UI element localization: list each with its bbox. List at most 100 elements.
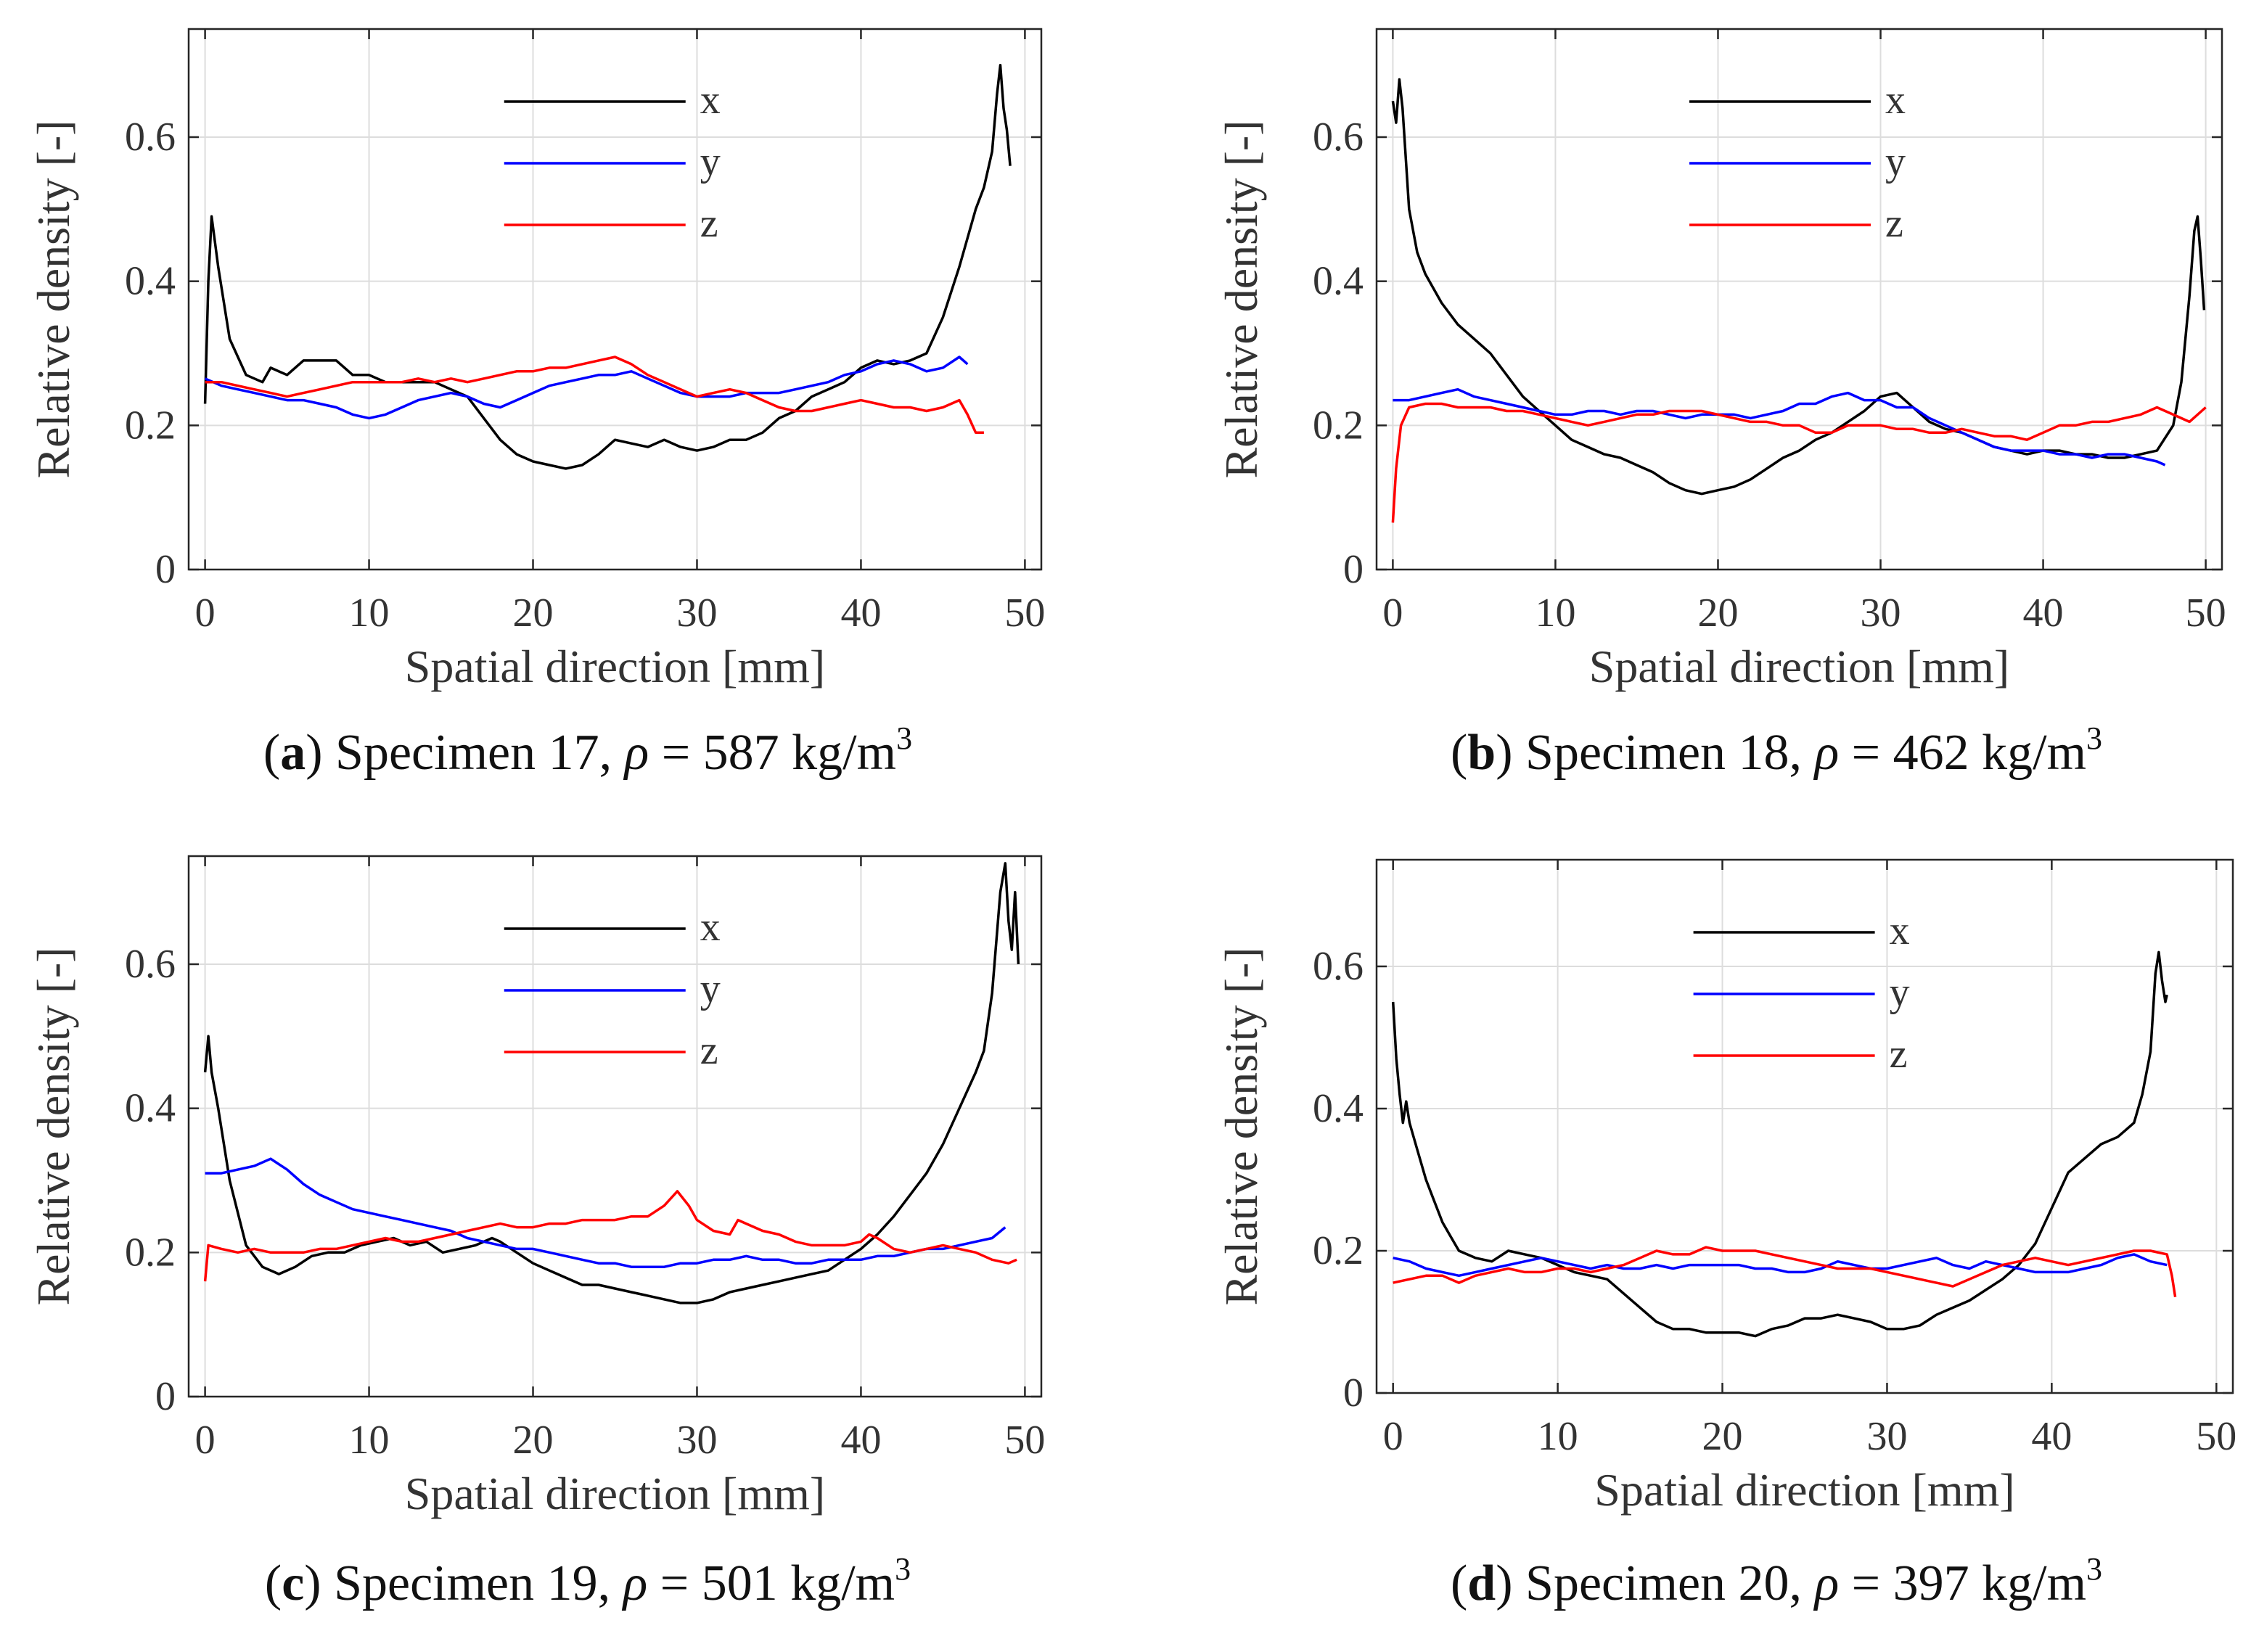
x-tick-label: 10 bbox=[349, 1418, 390, 1463]
x-tick-label: 0 bbox=[1382, 591, 1403, 636]
y-axis-label: Relative density [-] bbox=[1215, 947, 1267, 1305]
axes-frame bbox=[187, 28, 1043, 571]
x-tick-label: 30 bbox=[1861, 591, 1901, 636]
x-tick-label: 40 bbox=[840, 591, 881, 636]
caption-paren-open: ( bbox=[265, 1556, 282, 1611]
series-line-y bbox=[1393, 1253, 2168, 1278]
caption-letter: c bbox=[282, 1556, 304, 1611]
y-tick-label: 0.6 bbox=[1313, 115, 1364, 160]
legend-label-x: x bbox=[700, 78, 721, 123]
caption-superscript: 3 bbox=[2086, 1551, 2102, 1587]
x-tick-label: 20 bbox=[1697, 591, 1738, 636]
caption-paren-close: ) bbox=[306, 725, 335, 781]
series-line-y bbox=[204, 356, 969, 420]
panel-caption: (a) Specimen 17, ρ = 587 kg/m3 bbox=[263, 720, 912, 781]
caption-symbol: ρ bbox=[623, 725, 662, 781]
y-tick-label: 0 bbox=[1343, 1370, 1364, 1415]
x-tick-label: 0 bbox=[1383, 1414, 1403, 1459]
caption-paren-close: ) bbox=[304, 1556, 334, 1611]
caption-superscript: 3 bbox=[896, 720, 912, 756]
legend-label-x: x bbox=[700, 905, 721, 950]
y-tick-label: 0 bbox=[155, 1374, 176, 1419]
x-tick-label: 10 bbox=[1538, 1414, 1578, 1459]
caption-symbol: ρ bbox=[1813, 1556, 1852, 1611]
legend-label-z: z bbox=[700, 1028, 718, 1073]
plot-area bbox=[1377, 860, 2233, 1393]
panel-a: 0 10 20 30 40 50 0 0.2 0.4 0.6 Spatial direction [… bbox=[28, 28, 1045, 781]
caption-text: Specimen 18, bbox=[1525, 725, 1815, 781]
y-tick-label: 0.4 bbox=[125, 259, 176, 304]
caption-paren-close: ) bbox=[1496, 725, 1525, 781]
x-tick-label: 20 bbox=[1702, 1414, 1743, 1459]
series-line-z bbox=[1393, 1246, 2177, 1297]
x-tick-label: 50 bbox=[1004, 591, 1045, 636]
y-axis-label: Relative density [-] bbox=[1215, 120, 1267, 478]
legend-label-y: y bbox=[700, 966, 721, 1011]
y-tick-label: 0.4 bbox=[125, 1086, 176, 1131]
caption-text: Specimen 19, bbox=[334, 1556, 623, 1611]
series-line-z bbox=[205, 356, 984, 435]
x-tick-label: 40 bbox=[840, 1418, 881, 1463]
axes-frame bbox=[187, 855, 1043, 1398]
x-tick-label: 40 bbox=[2031, 1414, 2072, 1459]
series-line-x bbox=[203, 63, 1012, 470]
x-tick-label: 0 bbox=[195, 591, 216, 636]
x-tick-label: 30 bbox=[676, 591, 717, 636]
x-tick-label: 10 bbox=[349, 591, 390, 636]
plot-area bbox=[189, 29, 1041, 570]
axes-frame bbox=[1375, 28, 2223, 571]
legend-label-z: z bbox=[1890, 1032, 1908, 1077]
caption-paren-open: ( bbox=[1451, 725, 1467, 781]
legend-label-y: y bbox=[1885, 139, 1906, 184]
legend-label-y: y bbox=[700, 139, 721, 184]
legend-label-z: z bbox=[700, 201, 718, 246]
legend-label-x: x bbox=[1890, 908, 1910, 953]
caption-value: = 587 kg/m bbox=[662, 725, 896, 781]
x-tick-label: 40 bbox=[2023, 591, 2064, 636]
x-tick-label: 20 bbox=[513, 1418, 554, 1463]
caption-text: Specimen 20, bbox=[1525, 1556, 1815, 1611]
axes-frame bbox=[1375, 858, 2234, 1394]
x-tick-label: 50 bbox=[2186, 591, 2226, 636]
caption-paren-open: ( bbox=[1451, 1556, 1467, 1611]
caption-symbol: ρ bbox=[622, 1556, 660, 1611]
caption-text: Specimen 17, bbox=[335, 725, 625, 781]
y-tick-label: 0 bbox=[155, 547, 176, 592]
series-line-x bbox=[1391, 950, 2168, 1338]
series-line-z bbox=[203, 1190, 1017, 1282]
legend-label-x: x bbox=[1885, 78, 1906, 123]
caption-paren-open: ( bbox=[263, 725, 280, 781]
y-tick-label: 0.2 bbox=[125, 403, 176, 448]
caption-letter: b bbox=[1467, 725, 1496, 781]
series-line-x bbox=[203, 862, 1020, 1304]
legend-label-z: z bbox=[1885, 201, 1903, 246]
caption-value: = 501 kg/m bbox=[660, 1556, 895, 1611]
caption-value: = 397 kg/m bbox=[1852, 1556, 2086, 1611]
x-tick-label: 10 bbox=[1535, 591, 1575, 636]
legend-label-y: y bbox=[1890, 970, 1910, 1015]
series-line-x bbox=[1391, 78, 2206, 496]
series-line-z bbox=[1391, 402, 2207, 523]
y-tick-label: 0.4 bbox=[1313, 1086, 1364, 1131]
x-tick-label: 50 bbox=[1004, 1418, 1045, 1463]
plot-area bbox=[1377, 29, 2222, 570]
caption-letter: d bbox=[1467, 1556, 1496, 1611]
x-tick-label: 50 bbox=[2196, 1414, 2236, 1459]
panel-caption: (d) Specimen 20, ρ = 397 kg/m3 bbox=[1451, 1551, 2102, 1611]
y-axis-label: Relative density [-] bbox=[28, 120, 79, 478]
plot-area bbox=[189, 856, 1041, 1397]
caption-paren-close: ) bbox=[1496, 1556, 1525, 1611]
series-line-y bbox=[1393, 387, 2166, 467]
y-tick-label: 0.2 bbox=[1313, 403, 1364, 448]
panel-b: 0 10 20 30 40 50 0 0.2 0.4 0.6 Spatial direction [… bbox=[1215, 28, 2226, 781]
y-axis-label: Relative density [-] bbox=[28, 947, 79, 1305]
y-tick-label: 0.2 bbox=[1313, 1228, 1364, 1273]
y-tick-label: 0.6 bbox=[125, 115, 176, 160]
caption-letter: a bbox=[280, 725, 306, 781]
panel-caption: (c) Specimen 19, ρ = 501 kg/m3 bbox=[265, 1551, 911, 1611]
y-tick-label: 0 bbox=[1343, 547, 1364, 592]
x-tick-label: 30 bbox=[676, 1418, 717, 1463]
caption-superscript: 3 bbox=[2086, 720, 2102, 756]
x-tick-label: 0 bbox=[195, 1418, 216, 1463]
